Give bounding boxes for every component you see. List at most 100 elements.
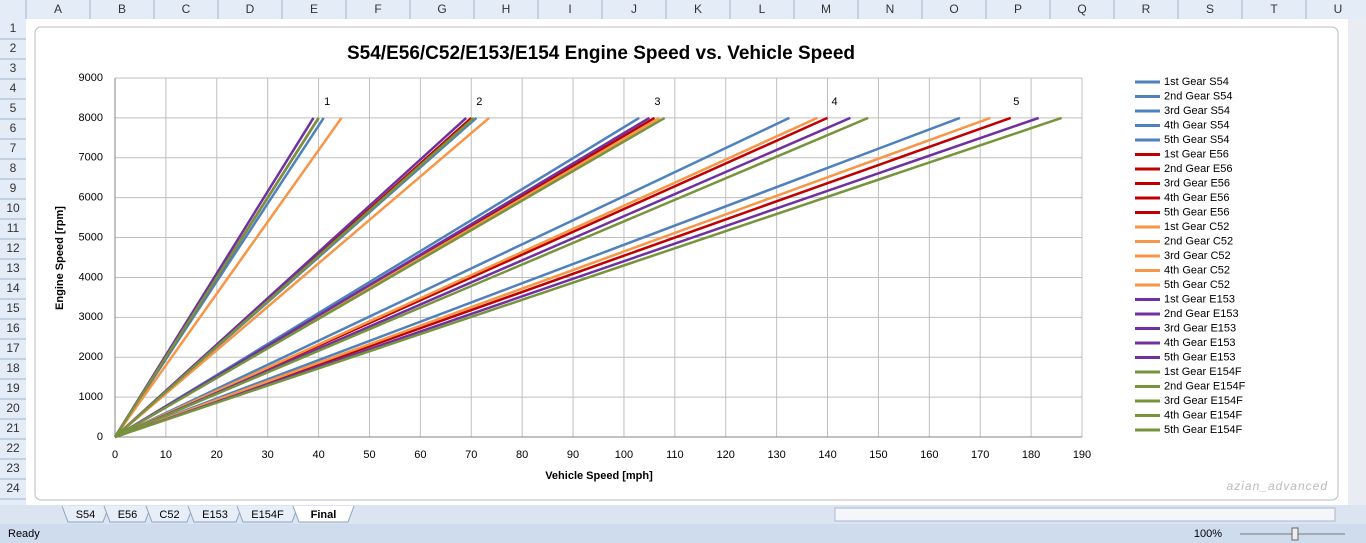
row-header[interactable]: 4 (10, 81, 17, 95)
legend-label[interactable]: 5th Gear E153 (1164, 351, 1236, 363)
zoom-thumb[interactable] (1291, 527, 1299, 541)
column-header[interactable]: L (759, 2, 766, 16)
column-header[interactable]: P (1014, 2, 1022, 16)
series-line[interactable] (114, 116, 869, 439)
column-header[interactable]: U (1334, 2, 1343, 16)
sheet-tab-label[interactable]: Final (311, 509, 337, 521)
sheet-tab[interactable] (61, 505, 110, 523)
legend-label[interactable]: 4th Gear E153 (1164, 337, 1236, 349)
row-header[interactable]: 23 (6, 461, 20, 475)
row-header[interactable]: 21 (6, 421, 20, 435)
row-header[interactable]: 3 (10, 61, 17, 75)
legend-label[interactable]: 3rd Gear E154F (1164, 395, 1243, 407)
row-header[interactable]: 8 (10, 161, 17, 175)
series-line[interactable] (114, 116, 490, 438)
sheet-tab-label[interactable]: E154F (251, 509, 284, 521)
legend-label[interactable]: 4th Gear S54 (1164, 119, 1229, 131)
legend-label[interactable]: 2nd Gear E153 (1164, 308, 1239, 320)
series-line[interactable] (113, 117, 343, 438)
legend-label[interactable]: 1st Gear E153 (1164, 293, 1235, 305)
column-header[interactable]: H (502, 2, 511, 16)
column-header[interactable]: M (821, 2, 831, 16)
row-header[interactable]: 18 (6, 361, 20, 375)
sheet-tab[interactable] (292, 505, 355, 523)
legend-label[interactable]: 3rd Gear C52 (1164, 250, 1231, 262)
row-header[interactable]: 19 (6, 381, 20, 395)
legend-label[interactable]: 4th Gear C52 (1164, 264, 1230, 276)
column-header[interactable]: C (182, 2, 191, 16)
legend-label[interactable]: 5th Gear E56 (1164, 206, 1229, 218)
horizontal-scrollbar[interactable] (834, 507, 1336, 522)
chart-area[interactable] (34, 26, 1339, 501)
sheet-tab[interactable] (236, 505, 299, 523)
series-line[interactable] (114, 116, 666, 439)
column-header[interactable]: B (118, 2, 126, 16)
series-line[interactable] (114, 116, 790, 439)
row-header[interactable]: 2 (10, 41, 17, 55)
row-header[interactable]: 12 (6, 241, 20, 255)
series-line[interactable] (114, 116, 961, 439)
legend-label[interactable]: 2nd Gear S54 (1164, 90, 1233, 102)
legend-label[interactable]: 5th Gear E154F (1164, 424, 1243, 436)
legend-label[interactable]: 3rd Gear E56 (1164, 177, 1230, 189)
legend-label[interactable]: 3rd Gear E153 (1164, 322, 1236, 334)
row-header[interactable]: 6 (10, 121, 17, 135)
column-header[interactable]: R (1142, 2, 1151, 16)
vertical-scrollbar[interactable] (1348, 19, 1366, 505)
sheet-tab-label[interactable]: C52 (159, 509, 179, 521)
row-header[interactable]: 17 (6, 341, 20, 355)
row-header[interactable]: 13 (6, 261, 20, 275)
column-header[interactable]: K (694, 2, 702, 16)
legend-label[interactable]: 1st Gear S54 (1164, 76, 1229, 88)
series-line[interactable] (114, 116, 991, 439)
column-header[interactable]: A (54, 2, 62, 16)
column-header[interactable]: G (437, 2, 446, 16)
series-line[interactable] (114, 116, 475, 438)
sheet-tab-label[interactable]: S54 (76, 509, 96, 521)
sheet-tab-label[interactable]: E56 (118, 509, 138, 521)
series-line[interactable] (114, 116, 651, 439)
row-header[interactable]: 7 (10, 141, 17, 155)
sheet-tab[interactable] (103, 505, 152, 523)
legend-label[interactable]: 4th Gear E56 (1164, 192, 1229, 204)
row-header[interactable]: 5 (10, 101, 17, 115)
x-tick-label: 10 (160, 449, 172, 461)
sheet-tab[interactable] (145, 505, 194, 523)
series-line[interactable] (113, 117, 320, 438)
row-header[interactable]: 15 (6, 301, 20, 315)
series-line[interactable] (114, 116, 818, 439)
legend-label[interactable]: 2nd Gear C52 (1164, 235, 1233, 247)
column-header[interactable]: J (631, 2, 637, 16)
legend-label[interactable]: 2nd Gear E56 (1164, 163, 1233, 175)
row-header[interactable]: 9 (10, 181, 17, 195)
legend-label[interactable]: 1st Gear C52 (1164, 221, 1229, 233)
row-header[interactable]: 1 (10, 21, 17, 35)
row-header[interactable]: 20 (6, 401, 20, 415)
column-header[interactable]: E (310, 2, 318, 16)
column-header[interactable]: N (886, 2, 895, 16)
column-header[interactable]: I (568, 2, 571, 16)
column-header[interactable]: S (1206, 2, 1214, 16)
row-header[interactable]: 10 (6, 201, 20, 215)
legend-label[interactable]: 5th Gear S54 (1164, 134, 1229, 146)
legend-label[interactable]: 1st Gear E56 (1164, 148, 1229, 160)
column-header[interactable]: T (1270, 2, 1278, 16)
sheet-tab-label[interactable]: E153 (202, 509, 228, 521)
row-header[interactable]: 22 (6, 441, 20, 455)
zoom-level: 100% (1194, 528, 1222, 540)
column-header[interactable]: O (949, 2, 958, 16)
row-header[interactable]: 16 (6, 321, 20, 335)
column-header[interactable]: F (374, 2, 381, 16)
row-header[interactable]: 11 (7, 221, 20, 235)
row-header[interactable]: 14 (6, 281, 20, 295)
legend-label[interactable]: 1st Gear E154F (1164, 366, 1242, 378)
column-header[interactable]: Q (1077, 2, 1086, 16)
legend-label[interactable]: 5th Gear C52 (1164, 279, 1230, 291)
column-header[interactable]: D (246, 2, 255, 16)
sheet-tab[interactable] (187, 505, 243, 523)
legend-label[interactable]: 2nd Gear E154F (1164, 380, 1246, 392)
row-header[interactable]: 24 (6, 481, 20, 495)
legend-label[interactable]: 4th Gear E154F (1164, 409, 1243, 421)
legend-label[interactable]: 3rd Gear S54 (1164, 105, 1230, 117)
series-line[interactable] (114, 116, 1062, 439)
